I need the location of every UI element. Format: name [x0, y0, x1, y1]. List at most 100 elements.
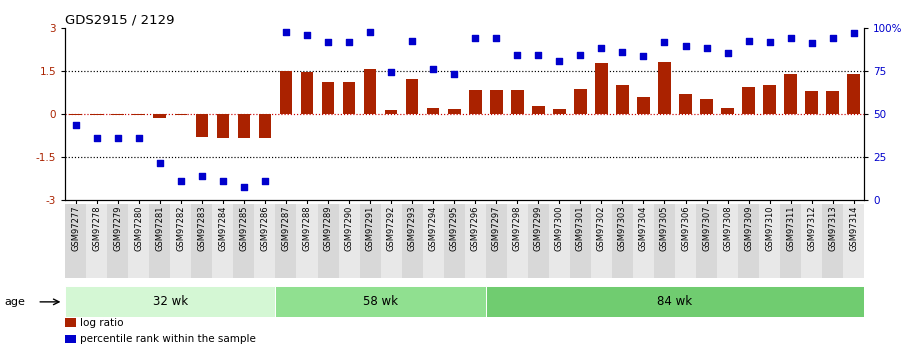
Text: GSM97303: GSM97303	[618, 206, 627, 252]
Point	[195, 173, 209, 178]
Bar	[490, 90, 502, 114]
Point	[215, 179, 230, 184]
Point	[363, 29, 377, 35]
Point	[825, 35, 840, 40]
Bar	[191, 204, 213, 278]
Bar	[847, 74, 860, 114]
Bar	[469, 90, 481, 114]
Bar	[616, 85, 629, 114]
Bar	[297, 204, 318, 278]
Bar	[658, 61, 671, 114]
Bar	[801, 204, 823, 278]
Bar	[680, 94, 691, 114]
Point	[657, 39, 672, 45]
Text: GSM97285: GSM97285	[240, 206, 248, 251]
Text: GSM97296: GSM97296	[471, 206, 480, 251]
Bar	[570, 204, 591, 278]
Text: GSM97313: GSM97313	[828, 206, 837, 252]
Bar	[675, 204, 696, 278]
Text: age: age	[5, 297, 25, 307]
Bar	[405, 79, 418, 114]
Bar	[132, 114, 145, 115]
Bar	[633, 204, 654, 278]
Bar	[423, 204, 443, 278]
Point	[531, 52, 546, 58]
Point	[595, 45, 609, 50]
Bar	[275, 204, 297, 278]
Bar	[233, 204, 254, 278]
Text: 58 wk: 58 wk	[363, 295, 398, 308]
Bar	[532, 106, 545, 114]
Text: GSM97308: GSM97308	[723, 206, 732, 252]
Text: 32 wk: 32 wk	[153, 295, 188, 308]
Bar	[338, 204, 359, 278]
Bar	[65, 286, 275, 317]
Bar	[721, 108, 734, 114]
Bar	[612, 204, 633, 278]
Point	[805, 41, 819, 46]
Point	[320, 39, 335, 45]
Text: GSM97283: GSM97283	[197, 206, 206, 252]
Point	[636, 53, 651, 59]
Bar	[129, 204, 149, 278]
Text: log ratio: log ratio	[80, 318, 123, 327]
Text: GSM97307: GSM97307	[702, 206, 711, 252]
Bar	[591, 204, 612, 278]
Bar	[343, 82, 356, 114]
Point	[552, 58, 567, 63]
Text: GSM97310: GSM97310	[765, 206, 774, 251]
Bar	[595, 63, 608, 114]
Text: 84 wk: 84 wk	[657, 295, 692, 308]
Bar	[486, 286, 864, 317]
Bar	[528, 204, 548, 278]
Point	[405, 38, 419, 43]
Point	[342, 39, 357, 45]
Bar	[443, 204, 465, 278]
Point	[153, 160, 167, 166]
Text: GSM97301: GSM97301	[576, 206, 585, 251]
Point	[69, 122, 83, 128]
Bar	[364, 69, 376, 114]
Bar	[318, 204, 338, 278]
Text: GSM97281: GSM97281	[156, 206, 165, 251]
Point	[678, 43, 692, 49]
Point	[720, 51, 735, 56]
Bar	[843, 204, 864, 278]
Bar	[717, 204, 738, 278]
Bar	[280, 71, 292, 114]
Point	[573, 52, 587, 58]
Bar	[696, 204, 717, 278]
Bar	[427, 108, 440, 114]
Text: GSM97286: GSM97286	[261, 206, 270, 252]
Text: GSM97297: GSM97297	[491, 206, 500, 251]
Bar	[507, 204, 528, 278]
Bar	[65, 204, 86, 278]
Bar	[805, 91, 818, 114]
Bar	[216, 114, 229, 138]
Point	[615, 49, 630, 55]
Point	[447, 71, 462, 76]
Bar	[465, 204, 486, 278]
Point	[131, 136, 146, 141]
Text: GSM97314: GSM97314	[849, 206, 858, 251]
Point	[762, 39, 776, 45]
Bar	[574, 89, 586, 114]
Bar	[154, 114, 167, 118]
Point	[384, 69, 398, 75]
Bar	[553, 109, 566, 114]
Bar	[86, 204, 107, 278]
Bar	[548, 204, 570, 278]
Text: GSM97298: GSM97298	[513, 206, 522, 251]
Bar	[448, 109, 461, 114]
Text: GSM97280: GSM97280	[134, 206, 143, 251]
Bar	[300, 72, 313, 114]
Point	[784, 35, 798, 40]
Text: GSM97278: GSM97278	[92, 206, 101, 252]
Bar	[654, 204, 675, 278]
Text: GSM97284: GSM97284	[218, 206, 227, 251]
Text: GSM97277: GSM97277	[71, 206, 81, 252]
Text: GSM97287: GSM97287	[281, 206, 291, 252]
Text: GSM97293: GSM97293	[407, 206, 416, 251]
Text: GSM97304: GSM97304	[639, 206, 648, 251]
Bar	[700, 99, 713, 114]
